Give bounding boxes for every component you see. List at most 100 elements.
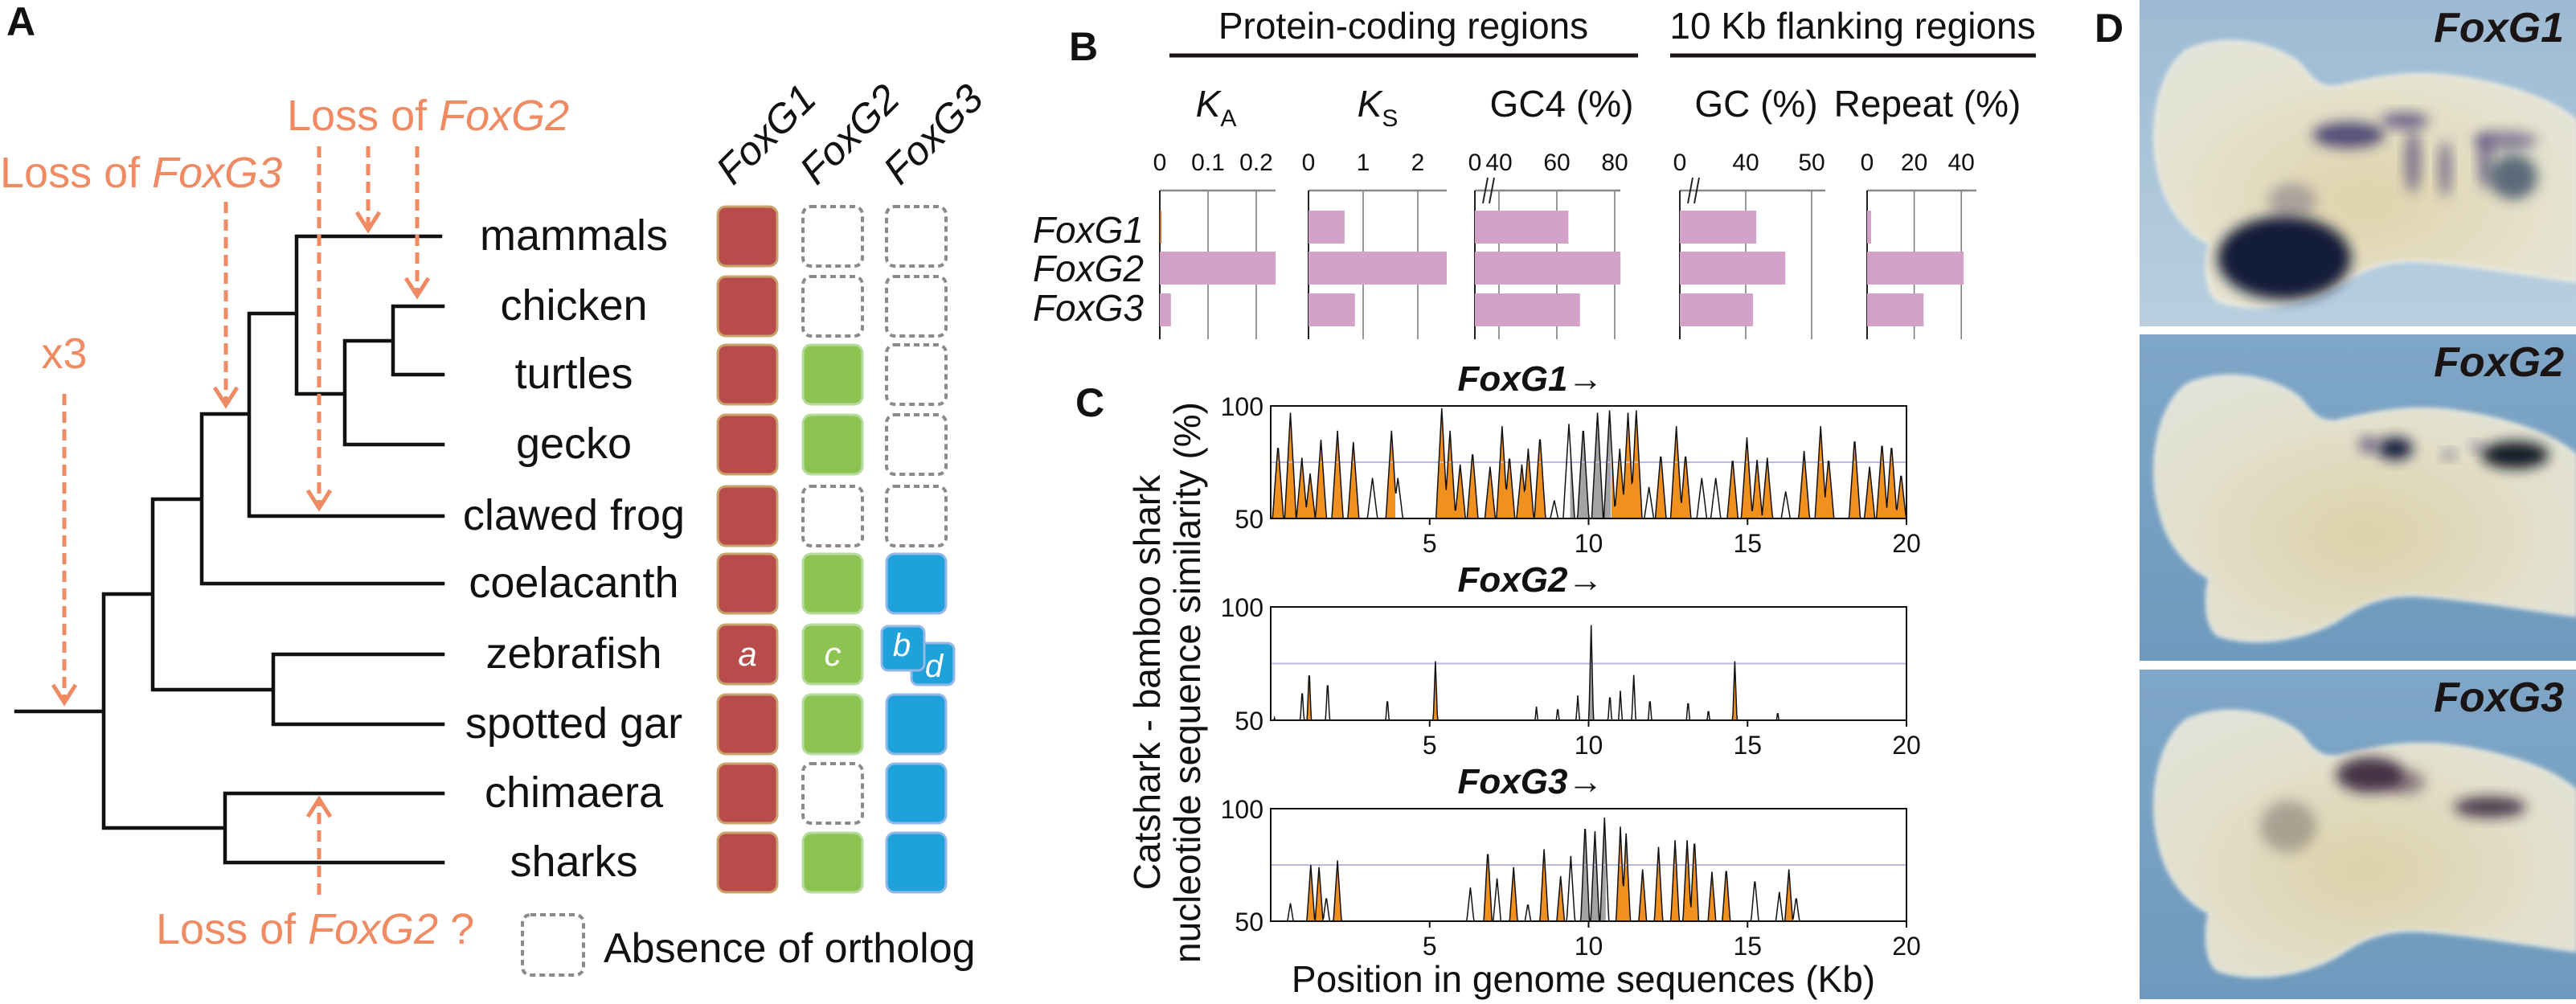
conserved-region bbox=[1727, 461, 1738, 518]
conserved-region bbox=[1742, 437, 1773, 518]
x-tick-label: 15 bbox=[1733, 932, 1762, 961]
species-label: gecko bbox=[516, 420, 632, 468]
species-label: sharks bbox=[510, 838, 637, 886]
ortholog-box-foxg1 bbox=[716, 762, 779, 825]
metric-label: Repeat (%) bbox=[1834, 83, 2021, 125]
panel-label-d: D bbox=[2095, 6, 2123, 51]
tick-label: 40 bbox=[1948, 150, 1975, 176]
ortholog-box-foxg1 bbox=[716, 693, 779, 756]
ortholog-box-foxg2 bbox=[801, 343, 864, 406]
arrow-down-icon bbox=[212, 386, 240, 409]
paralog-label: a bbox=[738, 635, 756, 673]
conserved-region bbox=[1386, 430, 1396, 518]
conserved-region bbox=[1638, 869, 1647, 921]
plot-title: FoxG1→ bbox=[1458, 359, 1603, 399]
exon-region bbox=[1581, 829, 1590, 921]
ortholog-box-foxg3 bbox=[885, 693, 948, 756]
expression-stain bbox=[2439, 141, 2451, 197]
panel-label-c: C bbox=[1075, 380, 1104, 425]
ortholog-box-foxg1 bbox=[716, 552, 779, 615]
axis-break-mark bbox=[1687, 177, 1700, 204]
species-label: zebrafish bbox=[485, 629, 661, 678]
bar-foxg1 bbox=[1160, 211, 1161, 244]
tick-label: 20 bbox=[1901, 150, 1927, 176]
x-tick-label: 10 bbox=[1575, 731, 1603, 760]
event-loss-foxg2: Loss of FoxG2 bbox=[287, 92, 569, 512]
bar-foxg2 bbox=[1680, 252, 1786, 285]
tick-label: 60 bbox=[1543, 150, 1570, 176]
absent-ortholog-box bbox=[885, 485, 948, 547]
bar-foxg3 bbox=[1475, 293, 1580, 326]
y-axis-label-line2: nucleotide sequence similarity (%) bbox=[1166, 402, 1208, 963]
conserved-region bbox=[1671, 840, 1679, 921]
conserved-region bbox=[1815, 426, 1834, 518]
expression-stain bbox=[2359, 436, 2378, 453]
conserved-region bbox=[1799, 451, 1809, 518]
legend: Absence of ortholog bbox=[521, 913, 976, 977]
metric-label: KS bbox=[1358, 83, 1399, 132]
arrow-down-icon bbox=[305, 489, 333, 512]
species-label: spotted gar bbox=[465, 699, 682, 748]
event-loss-foxg3: Loss of FoxG3 bbox=[0, 149, 282, 409]
absent-ortholog-box bbox=[885, 205, 948, 268]
axis-break-mark bbox=[1482, 177, 1495, 204]
absent-ortholog-box bbox=[885, 343, 948, 406]
bar-foxg2 bbox=[1475, 252, 1621, 285]
x-tick-label: 15 bbox=[1733, 529, 1762, 558]
ortholog-box-foxg1 bbox=[716, 205, 779, 268]
similarity-plot-foxg1: FoxG1→ 50 100 5 10 15 20 bbox=[1221, 359, 1921, 558]
expression-stain bbox=[2385, 770, 2425, 794]
absent-ortholog-box bbox=[801, 762, 864, 825]
expression-stain bbox=[2268, 183, 2316, 219]
in-situ-image-foxg3: FoxG3 bbox=[2140, 670, 2576, 999]
expression-stain bbox=[2471, 442, 2484, 452]
ortholog-box-foxg1 bbox=[716, 831, 779, 894]
species-label: coelacanth bbox=[469, 559, 678, 607]
exon-region bbox=[1600, 818, 1606, 921]
conserved-region bbox=[1654, 846, 1663, 921]
bar-chart-4: GC (%) 0 40 50 bbox=[1673, 83, 1825, 339]
ortholog-box-foxg2 bbox=[801, 831, 864, 894]
bar-foxg3 bbox=[1308, 293, 1355, 326]
tick-label: 80 bbox=[1601, 150, 1628, 176]
ortholog-box-foxg2 bbox=[801, 413, 864, 476]
tick-label: 0 bbox=[1468, 150, 1482, 176]
bar-chart-5: Repeat (%) 0 20 40 bbox=[1834, 83, 2021, 339]
plot-title: FoxG3→ bbox=[1458, 762, 1603, 801]
gene-column-headers: FoxG1 FoxG2 FoxG3 bbox=[707, 76, 992, 193]
arrow-down-icon bbox=[51, 683, 78, 707]
x-tick-label: 15 bbox=[1733, 731, 1762, 760]
species-label: turtles bbox=[514, 350, 633, 398]
paralog-label: d bbox=[925, 649, 944, 684]
expression-stain bbox=[2454, 797, 2526, 818]
expression-stain bbox=[2489, 154, 2537, 199]
conserved-region bbox=[1540, 849, 1548, 921]
absent-ortholog-box bbox=[885, 413, 948, 476]
legend-absent-label: Absence of ortholog bbox=[604, 925, 976, 972]
conserved-region bbox=[1467, 454, 1478, 518]
conserved-region bbox=[1534, 440, 1546, 518]
x-axis-label: Position in genome sequences (Kb) bbox=[1292, 958, 1875, 1000]
tick-label: 0 bbox=[1861, 150, 1874, 176]
tick-label: 1 bbox=[1357, 150, 1370, 176]
conserved-region bbox=[1272, 448, 1284, 518]
y-tick-label: 100 bbox=[1221, 593, 1263, 622]
similarity-plot-foxg2: FoxG2→ 50 100 5 10 15 20 bbox=[1221, 560, 1921, 760]
tick-label: 0 bbox=[1673, 150, 1687, 176]
absent-ortholog-box bbox=[801, 205, 864, 268]
in-situ-images: FoxG1 FoxG2 FoxG3 bbox=[2140, 0, 2576, 999]
conserved-region bbox=[1509, 867, 1517, 921]
expression-stain bbox=[2473, 131, 2537, 150]
bar-foxg1 bbox=[1680, 211, 1757, 244]
duplication-label: x3 bbox=[41, 330, 87, 378]
bar-foxg1 bbox=[1308, 211, 1345, 244]
panel-label-b: B bbox=[1069, 24, 1098, 69]
conserved-region bbox=[1683, 840, 1699, 921]
panel-d: D FoxG1 FoxG2 FoxG3 bbox=[2095, 0, 2576, 999]
image-gene-label: FoxG1 bbox=[2434, 5, 2564, 51]
event-duplication: x3 bbox=[41, 330, 88, 707]
absent-ortholog-box bbox=[801, 275, 864, 338]
x-tick-label: 20 bbox=[1892, 932, 1921, 961]
